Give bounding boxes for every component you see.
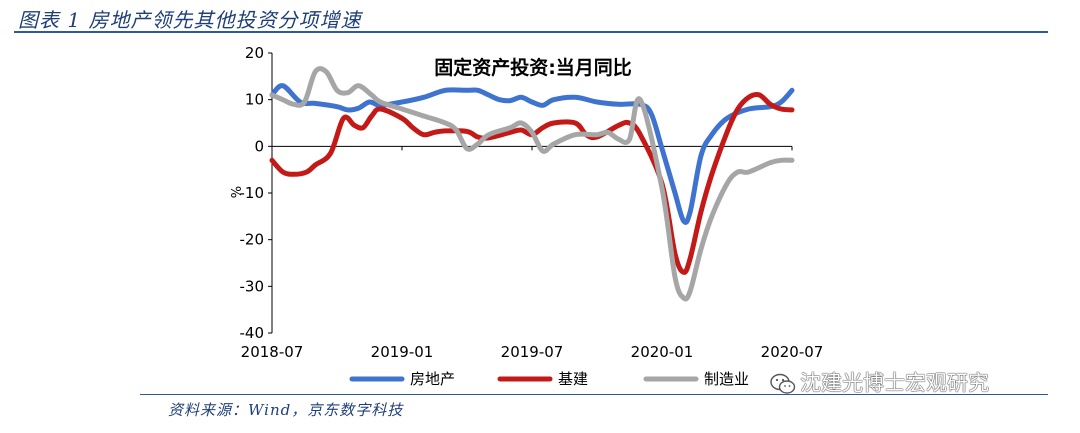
legend-label-3: 制造业 [704, 370, 749, 388]
x-tick-label: 2020-01 [631, 343, 694, 361]
y-tick-label: -40 [240, 324, 265, 342]
series-line-1 [269, 83, 795, 225]
y-tick-label: 0 [254, 137, 264, 155]
x-tick-label: 2020-07 [761, 343, 824, 361]
source-note: 资料来源：Wind，京东数字科技 [168, 401, 404, 419]
y-tick-label: 20 [245, 44, 264, 62]
wechat-icon [770, 373, 796, 394]
x-tick-label: 2019-01 [371, 343, 434, 361]
figure-caption: 图表 1 房地产领先其他投资分项增速 [18, 8, 362, 32]
y-tick-label: 10 [245, 91, 264, 109]
legend: 房地产 基建 制造业 [349, 370, 749, 388]
series-line-3 [269, 66, 795, 302]
x-tick-label: 2018-07 [241, 343, 304, 361]
legend-label-1: 房地产 [410, 370, 455, 388]
caption-rule [14, 31, 1048, 33]
watermark-text: 沈建光博士宏观研究 [800, 371, 989, 395]
chart-title: 固定资产投资:当月同比 [434, 56, 632, 79]
axes: 20 10 0 -10 -20 -30 -40% 2018-07 2019-01 2019-07 2… [230, 44, 823, 361]
series-lines [269, 66, 795, 302]
footer-rule [140, 394, 1048, 395]
watermark: 沈建光博士宏观研究 [770, 367, 989, 397]
y-tick-label: -30 [240, 277, 265, 295]
x-tick-label: 2019-07 [501, 343, 564, 361]
legend-label-2: 基建 [558, 370, 588, 388]
series-line-2 [269, 92, 795, 275]
y-tick-label: -10 [240, 184, 265, 202]
y-tick-label: -20 [240, 231, 265, 249]
y-axis-label: % [230, 186, 245, 198]
